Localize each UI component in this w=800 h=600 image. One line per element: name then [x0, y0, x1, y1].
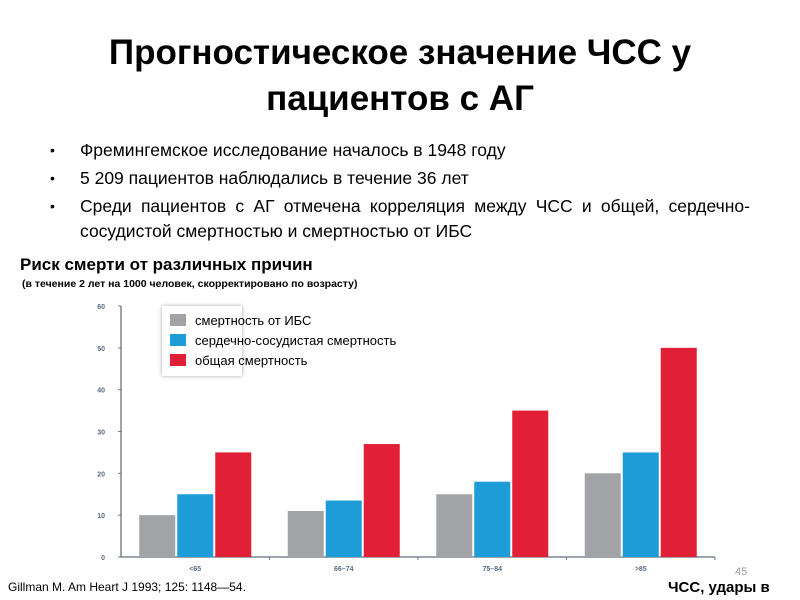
legend-label-ihd: смертность от ИБС — [195, 312, 312, 328]
chart-title: Риск смерти от различных причин — [20, 255, 313, 274]
slide-title-line-1: Прогностическое значение ЧСС у — [108, 33, 692, 72]
x-axis-title: ЧСС, удары в — [668, 579, 770, 596]
legend-swatch-cardiovascular — [170, 334, 186, 346]
legend-item-cardiovascular: сердечно-сосудистая смертность — [170, 330, 396, 350]
bar-2-3 — [660, 347, 697, 557]
x-tick-label: 75–84 — [483, 566, 503, 573]
y-tick-label: 20 — [97, 471, 105, 478]
bullet-dot: • — [50, 198, 55, 214]
bar-2-1 — [363, 444, 400, 557]
bullet-text: Среди пациентов с АГ отмечена корреляция… — [80, 196, 750, 241]
bullet-text: Фремингемское исследование началось в 19… — [80, 140, 506, 160]
legend-label-cardiovascular: сердечно-сосудистая смертность — [195, 332, 397, 348]
bullet-item: • Фремингемское исследование началось в … — [50, 138, 750, 163]
bar-2-0 — [215, 452, 252, 557]
bar-0-0 — [139, 515, 176, 557]
bar-1-3 — [622, 452, 659, 557]
bar-1-2 — [474, 481, 511, 557]
bullet-item: • Среди пациентов с АГ отмечена корреляц… — [50, 194, 750, 244]
bullet-dot: • — [50, 170, 55, 186]
bar-1-1 — [325, 500, 362, 557]
y-tick-label: 40 — [97, 388, 105, 395]
bar-0-1 — [287, 510, 324, 557]
bullet-dot: • — [50, 142, 55, 158]
y-tick-label: 10 — [97, 513, 105, 520]
y-tick-label: 50 — [97, 346, 105, 353]
legend-swatch-total — [170, 354, 186, 366]
bullet-text: 5 209 пациентов наблюдались в течение 36… — [80, 168, 469, 188]
legend-swatch-ihd — [170, 314, 186, 326]
x-tick-label: <65 — [189, 566, 201, 573]
bar-chart: 0 10 20 30 40 50 60 <65 66–74 75–84 >85 — [97, 304, 716, 573]
legend-item-total: общая смертность — [170, 350, 307, 370]
citation: Gillman M. Am Heart J 1993; 125: 1148—54… — [8, 580, 246, 594]
y-tick-label: 0 — [101, 555, 105, 562]
bar-0-3 — [584, 473, 621, 557]
bullet-list: • Фремингемское исследование началось в … — [50, 138, 750, 247]
legend-item-ihd: смертность от ИБС — [170, 310, 311, 330]
chart-subtitle: (в течение 2 лет на 1000 человек, скорре… — [22, 278, 358, 290]
y-tick-label: 60 — [97, 304, 105, 311]
y-tick-label: 30 — [97, 430, 105, 437]
slide-title: Прогностическое значение ЧСС у пациентов… — [30, 30, 770, 122]
bullet-item: • 5 209 пациентов наблюдались в течение … — [50, 166, 750, 191]
page-number: 45 — [735, 566, 748, 578]
legend-label-total: общая смертность — [195, 352, 308, 368]
x-tick-label: >85 — [635, 566, 647, 573]
bar-0-2 — [436, 494, 473, 557]
bar-1-0 — [177, 494, 214, 557]
x-tick-label: 66–74 — [334, 566, 354, 573]
slide-title-line-2: пациентов с АГ — [266, 79, 534, 118]
bar-2-2 — [512, 410, 549, 557]
